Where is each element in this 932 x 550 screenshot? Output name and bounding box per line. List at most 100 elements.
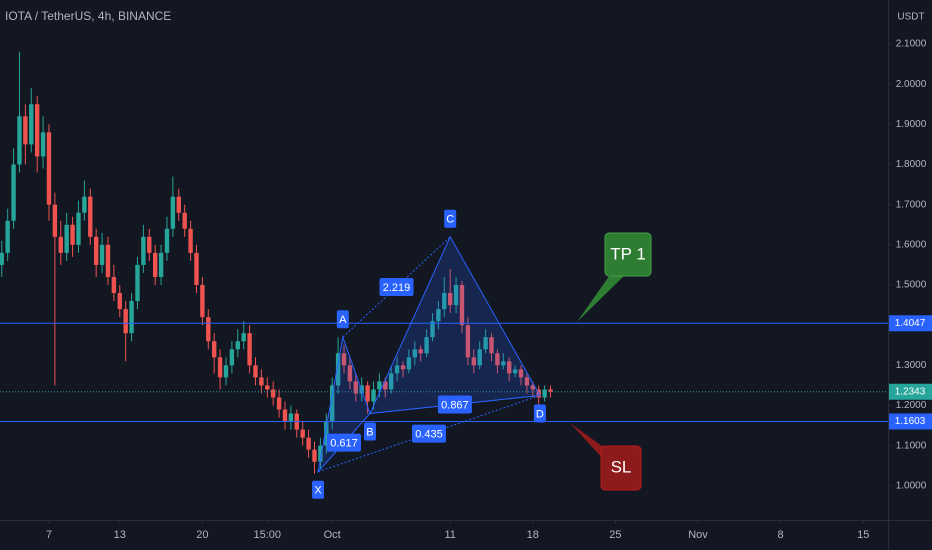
level-tag <box>889 315 932 332</box>
point-label: X <box>314 485 322 497</box>
candle-body <box>347 365 353 382</box>
candle <box>141 224 146 273</box>
candle <box>436 301 441 330</box>
level-tag-label: 1.4047 <box>895 318 926 329</box>
last-price-tag <box>889 383 932 400</box>
candle-body <box>418 349 423 354</box>
candle <box>253 357 258 386</box>
plot-area: 0.617 2.219 0.867 0.435 X A B C D <box>0 52 888 499</box>
candle <box>512 365 518 378</box>
y-tick-label: 1.1000 <box>896 440 927 451</box>
candle <box>164 216 170 261</box>
candle <box>388 365 394 394</box>
price-unit: USDT <box>897 12 924 23</box>
candle <box>82 180 87 221</box>
candle-body <box>530 385 535 390</box>
ratio-label: 2.219 <box>383 282 411 294</box>
candle-body <box>188 228 193 253</box>
candle <box>471 349 476 374</box>
candle <box>318 437 323 470</box>
candle-body <box>324 421 329 446</box>
candle <box>135 256 140 310</box>
candle-body <box>29 104 34 145</box>
sl-box <box>600 445 642 491</box>
x-tick-label: 18 <box>527 529 539 541</box>
candle <box>211 333 217 374</box>
y-tick-label: 2.1000 <box>896 39 927 50</box>
candle-body <box>412 349 417 358</box>
candle-body <box>58 236 63 253</box>
candle <box>430 313 435 342</box>
level-tag <box>889 413 932 430</box>
ratio-label: 0.617 <box>330 438 358 450</box>
candle-body <box>265 385 270 390</box>
candle <box>46 124 52 221</box>
candle-body <box>11 164 16 221</box>
candle <box>176 188 181 221</box>
x-tick-label: Nov <box>688 529 708 541</box>
candle-body <box>483 337 488 350</box>
y-tick-label: 1.0000 <box>896 480 927 491</box>
y-tick-label: 2.0000 <box>896 79 927 90</box>
candle-body <box>241 333 246 342</box>
candle-body <box>40 132 46 157</box>
candle <box>182 204 187 237</box>
candle-body <box>176 196 181 213</box>
ratio-label: 0.435 <box>415 429 443 441</box>
candle <box>312 441 317 474</box>
candle <box>530 381 535 398</box>
x-tick-label: 25 <box>609 529 621 541</box>
y-tick-label: 1.9000 <box>896 119 927 130</box>
candle-body <box>506 361 512 374</box>
candle-body <box>524 377 530 386</box>
candle <box>424 329 429 358</box>
candle-body <box>223 365 229 378</box>
candle-body <box>288 413 294 422</box>
candle <box>52 192 58 386</box>
sl-label: SL <box>611 457 632 476</box>
tp-label: TP 1 <box>610 244 646 263</box>
candle <box>453 276 459 314</box>
candle-body <box>76 212 81 245</box>
sl-pointer <box>570 423 606 462</box>
point-label: C <box>446 214 454 226</box>
candle <box>347 357 353 390</box>
candle-body <box>129 301 134 334</box>
candle <box>542 385 547 402</box>
candle-body <box>17 116 22 165</box>
candle-body <box>383 381 388 390</box>
point-label: D <box>536 408 544 420</box>
candle-body <box>430 321 435 338</box>
candle <box>241 321 246 350</box>
candle <box>477 341 482 370</box>
candle-body <box>489 337 494 354</box>
candle-body <box>548 389 553 392</box>
x-tick-label: 7 <box>46 529 52 541</box>
candle-body <box>70 224 75 245</box>
candle-body <box>164 228 170 253</box>
candle-body <box>105 244 111 277</box>
tp-pointer <box>577 272 628 322</box>
candle-body <box>312 449 317 462</box>
candle <box>40 116 46 169</box>
candle-body <box>282 409 288 422</box>
candle-body <box>206 317 211 342</box>
candle <box>123 301 128 362</box>
candle <box>548 385 553 398</box>
candle <box>406 349 412 374</box>
candle-body <box>99 244 105 265</box>
candle <box>418 345 423 362</box>
candle <box>247 325 252 374</box>
candle-body <box>170 196 176 229</box>
candle <box>489 333 494 362</box>
candle-body <box>0 252 4 265</box>
x-tick-label: 8 <box>778 529 784 541</box>
point-label: A <box>339 314 347 326</box>
candle <box>0 240 4 277</box>
candle-body <box>34 104 40 157</box>
candle-body <box>117 293 122 310</box>
point-box <box>533 404 546 423</box>
candle-body <box>229 349 235 366</box>
